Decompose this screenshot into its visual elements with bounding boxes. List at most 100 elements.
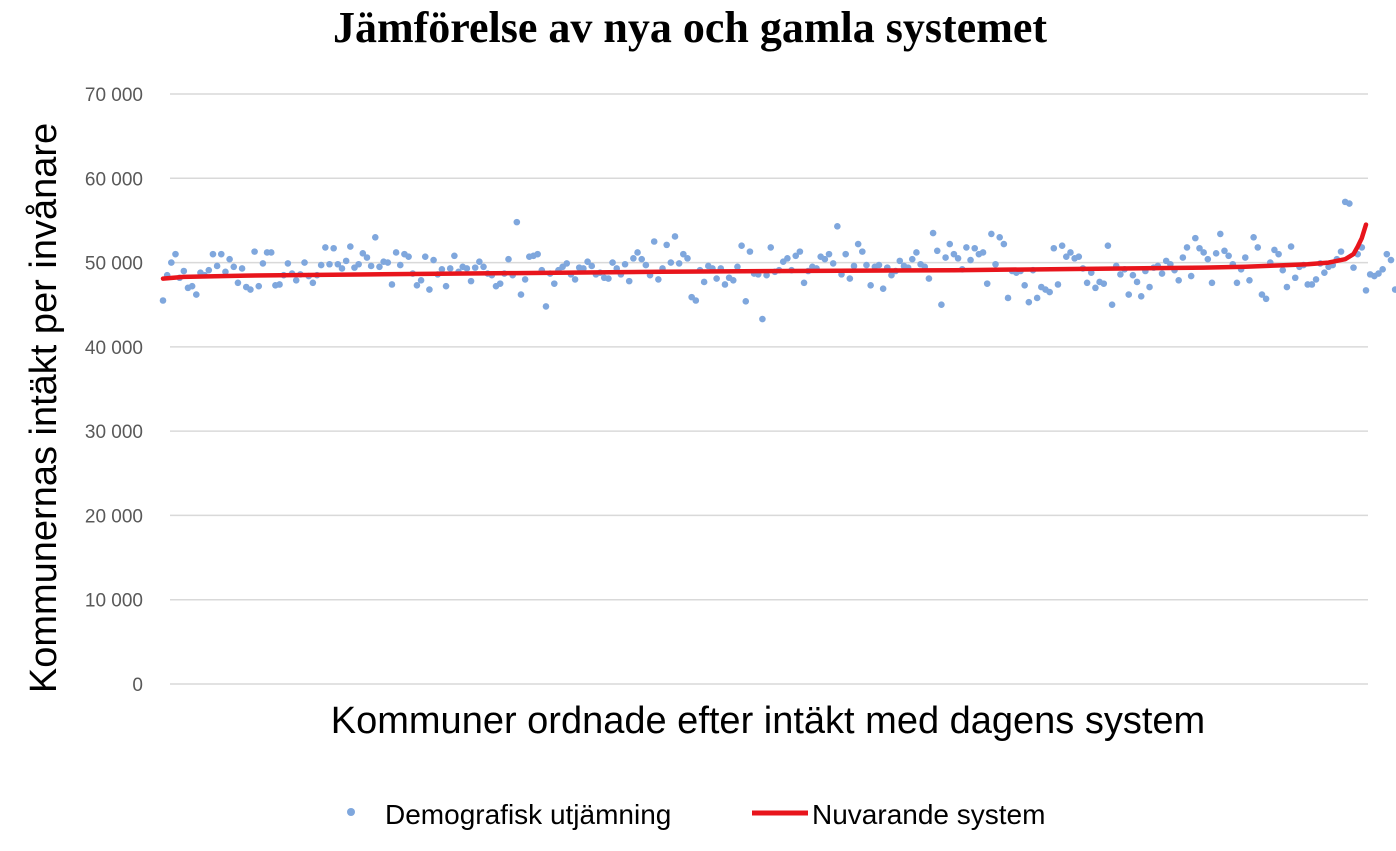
data-point [417,276,425,284]
series-line [160,222,1369,281]
data-point [326,260,333,268]
data-point [347,243,354,250]
data-point [1083,279,1091,287]
data-point [834,223,841,230]
data-point [655,276,662,283]
y-tick-label: 10 000 [85,591,143,612]
data-point [1204,255,1212,263]
data-point [172,250,179,258]
data-point [251,248,258,255]
data-point [1183,244,1191,251]
data-point [763,271,770,279]
data-point [330,244,337,252]
data-point [634,249,641,256]
data-point [376,263,383,271]
data-point [1067,249,1074,256]
data-point [1146,283,1153,291]
data-point [879,285,887,293]
data-point [580,265,587,272]
data-point [742,298,750,305]
data-point [222,268,229,276]
y-tick-label: 0 [132,675,143,696]
data-point [247,286,254,293]
data-point [1046,288,1053,296]
data-point [954,255,962,262]
data-point [713,275,720,282]
data-point [1262,295,1270,303]
data-point [1291,274,1299,282]
data-point [988,230,995,238]
data-point [1362,287,1370,294]
data-point [863,261,870,269]
data-point [588,262,596,270]
data-point [1033,294,1041,302]
data-point [392,249,400,256]
data-point [1133,278,1141,286]
data-point [1275,250,1282,258]
data-point [913,249,920,256]
data-point [217,250,225,258]
data-point [1025,298,1033,306]
data-point [625,277,633,285]
data-point [842,250,849,258]
scatter-series [159,198,1396,323]
data-point [355,260,362,268]
data-point [1312,276,1320,283]
data-point [854,240,862,248]
data-point [1254,244,1262,251]
data-point [792,252,800,260]
data-point [1225,252,1232,260]
data-point [1321,269,1328,276]
data-point [942,254,949,261]
data-point [1062,253,1070,260]
legend-label-scatter: Demografisk utjämning [385,799,671,830]
legend-scatter-marker [347,808,355,816]
data-point [276,281,283,288]
data-point [505,255,512,263]
data-point [950,250,958,258]
data-point [1337,248,1345,255]
data-point [996,233,1003,241]
data-point [684,255,691,262]
data-point [938,301,945,309]
data-point [571,276,579,283]
data-point [825,250,833,258]
data-point [1391,286,1396,293]
data-point [267,249,275,256]
data-point [1308,281,1316,288]
legend-label-line: Nuvarande system [812,799,1045,830]
y-tick-label: 50 000 [85,254,143,275]
grid-layer [170,93,1368,685]
data-point [238,265,246,272]
data-point [1192,234,1199,242]
data-point [734,263,741,271]
data-point [463,265,471,272]
data-point [1279,266,1287,274]
data-point [1383,250,1391,258]
data-point [213,262,221,270]
data-point [1250,233,1257,241]
data-point [259,260,267,267]
x-axis-title: Kommuner ordnade efter intäkt med dagens… [331,700,1205,742]
data-point [168,259,175,266]
data-point [1187,272,1195,280]
data-point [1346,200,1353,207]
data-point [476,258,483,266]
line-series [160,222,1369,281]
data-point [1129,271,1137,279]
data-point [784,255,791,262]
data-point [821,255,829,263]
data-point [322,244,329,251]
data-point [967,256,974,264]
data-point [738,242,745,250]
data-point [426,286,433,293]
data-point [896,257,904,265]
data-point [1137,292,1145,300]
legend: Demografisk utjämning Nuvarande system [347,799,1045,830]
data-point [209,250,217,258]
data-point [396,261,404,269]
data-point [188,282,196,290]
data-point [405,253,412,260]
data-point [1379,266,1386,273]
